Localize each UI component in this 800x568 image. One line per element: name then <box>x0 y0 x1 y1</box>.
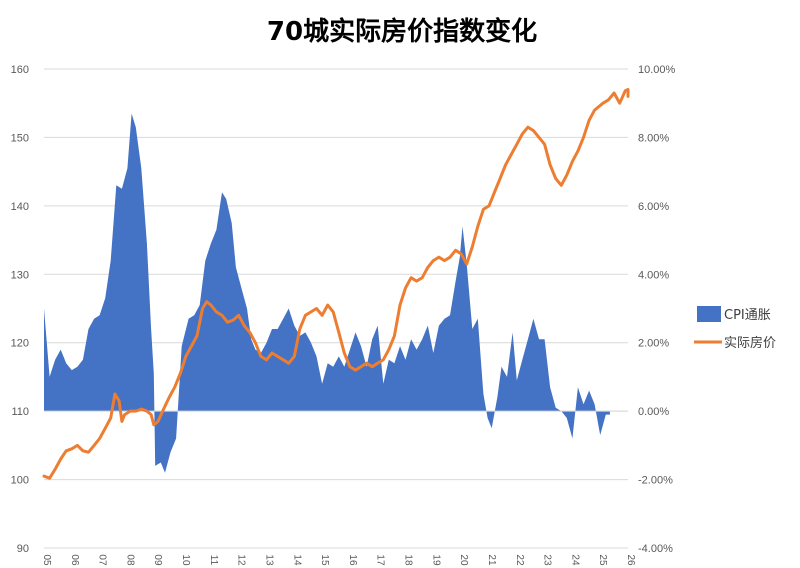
x-axis-tick-label: 20 <box>458 554 469 566</box>
x-axis-ticks: 05 06 07 08 09 10 11 12 13 14 15 16 17 18 19 20 21 22 23 24… <box>41 554 636 566</box>
x-axis-tick-label: 06 <box>69 554 80 566</box>
left-axis-tick-label: 90 <box>17 543 29 555</box>
x-axis-tick-label: 11 <box>208 555 219 566</box>
cpi-area <box>44 113 610 473</box>
house-price-line-layer <box>42 88 630 480</box>
x-axis-tick-label: 17 <box>375 554 386 566</box>
x-axis-tick-label: 09 <box>152 554 163 566</box>
x-axis-tick-label: 13 <box>263 554 274 566</box>
house-price-line <box>42 88 630 480</box>
x-axis-tick-label: 25 <box>597 554 608 566</box>
x-axis-tick-label: 10 <box>180 554 191 566</box>
right-axis-tick-label: 2.00% <box>638 338 669 350</box>
x-axis-tick-label: 18 <box>403 554 414 566</box>
x-axis-tick-label: 05 <box>41 554 52 566</box>
left-axis-ticks: 160 150 140 130 120 110 100 90 <box>11 64 29 555</box>
left-axis-tick-label: 140 <box>11 201 29 213</box>
x-axis-tick-label: 24 <box>569 554 580 566</box>
left-axis-tick-label: 160 <box>11 64 29 76</box>
right-axis-tick-label: 10.00% <box>638 64 676 76</box>
legend-label-house-price: 实际房价 <box>724 335 776 351</box>
x-axis-tick-label: 15 <box>319 554 330 566</box>
legend-label-cpi: CPI通胀 <box>724 308 771 323</box>
chart-title: 70城实际房价指数变化 <box>267 16 537 47</box>
right-axis-tick-label: 6.00% <box>638 201 669 213</box>
x-axis-tick-label: 21 <box>486 554 497 566</box>
cpi-area-layer <box>44 113 610 473</box>
right-axis-tick-label: -4.00% <box>638 543 673 555</box>
x-axis-tick-label: 12 <box>236 554 247 566</box>
right-axis-ticks: 10.00% 8.00% 6.00% 4.00% 2.00% 0.00% -2.00% -4.… <box>638 64 676 555</box>
left-axis-tick-label: 110 <box>11 406 29 418</box>
right-axis-tick-label: 0.00% <box>638 406 669 418</box>
left-axis-tick-label: 130 <box>11 269 29 281</box>
x-axis-tick-label: 26 <box>625 554 636 566</box>
left-axis-tick-label: 100 <box>11 475 29 487</box>
right-axis-tick-label: 4.00% <box>638 269 669 281</box>
x-axis-tick-label: 19 <box>430 554 441 566</box>
left-axis-tick-label: 120 <box>11 338 29 350</box>
x-axis-tick-label: 23 <box>542 554 553 566</box>
right-axis-tick-label: -2.00% <box>638 475 673 487</box>
x-axis-tick-label: 16 <box>347 554 358 566</box>
x-axis-tick-label: 14 <box>291 554 302 566</box>
left-axis-tick-label: 150 <box>11 132 29 144</box>
legend-swatch-cpi <box>697 306 721 322</box>
right-axis-tick-label: 8.00% <box>638 132 669 144</box>
x-axis-tick-label: 08 <box>124 554 135 566</box>
x-axis-tick-label: 22 <box>514 554 525 566</box>
x-axis-tick-label: 07 <box>97 554 108 566</box>
